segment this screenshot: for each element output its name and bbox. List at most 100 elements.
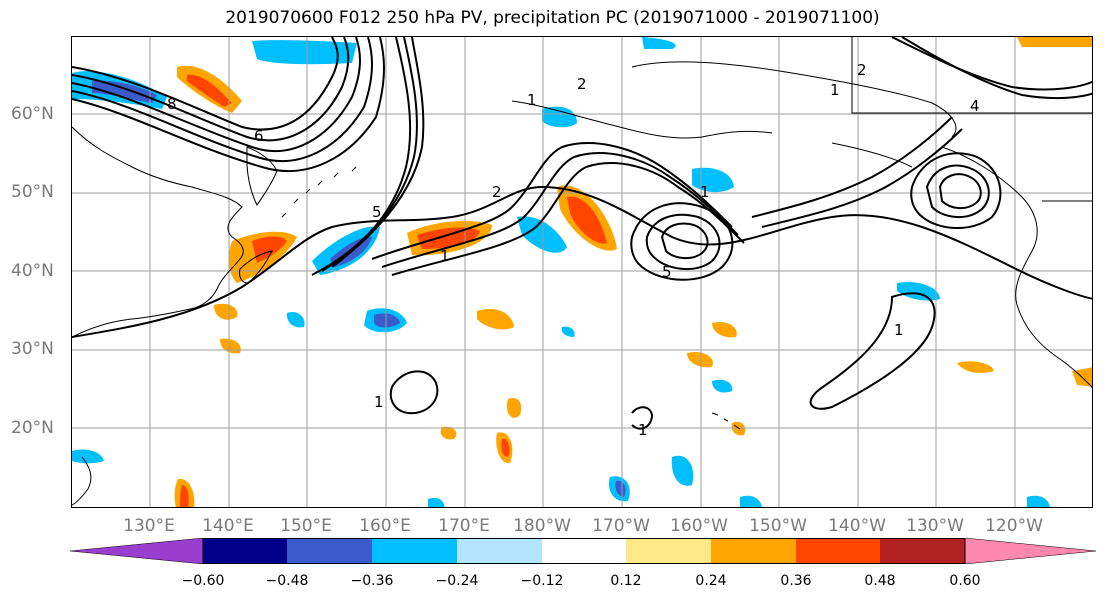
shade-red-s9 xyxy=(501,438,510,457)
shade-navy-nw xyxy=(92,80,157,103)
shade-red-s11 xyxy=(180,485,189,507)
shade-blue-e1 xyxy=(692,167,734,193)
shade-blue-s2 xyxy=(286,311,305,328)
contour-closed-s2 xyxy=(631,406,654,430)
shade-red-jet xyxy=(417,227,480,249)
contour-label: 8 xyxy=(167,95,177,113)
colorbar-segment-1 xyxy=(203,538,287,564)
colorbar-tick-label: 0.60 xyxy=(949,573,981,589)
shade-orange-ne xyxy=(1017,37,1092,47)
contour-cutoff-1 xyxy=(630,202,734,281)
colorbar-segment-7 xyxy=(711,538,796,564)
colorbar-segment-6 xyxy=(626,538,711,564)
shade-blue-mid xyxy=(517,216,567,253)
lon-label-140w: 140°W xyxy=(828,516,886,536)
lat-label-60n: 60°N xyxy=(11,104,54,124)
shade-navy-s5 xyxy=(615,480,626,497)
shade-red-mid xyxy=(567,196,607,244)
contour-label: 4 xyxy=(970,97,980,115)
lon-label-160w: 160°W xyxy=(670,516,728,536)
shade-orange-s12 xyxy=(731,421,746,436)
contour-label: 2 xyxy=(577,75,587,93)
shade-orange-s3 xyxy=(220,338,241,354)
lon-label-160e: 160°E xyxy=(359,516,411,536)
contour-nw-3 xyxy=(72,37,361,152)
contour-label-group: 1 2 6 8 1 2 4 5 1 1 1 2 1 5 1 xyxy=(167,61,980,439)
contour-jet-1 xyxy=(371,142,733,260)
contour-east-2 xyxy=(761,128,963,228)
coast-hawaii xyxy=(711,412,741,430)
colorbar-segment-0 xyxy=(70,538,204,564)
contour-trough-se xyxy=(809,292,936,410)
colorbar-segment-9 xyxy=(880,538,965,564)
colorbar-tick-label: −0.24 xyxy=(435,573,479,589)
shade-red-top xyxy=(187,74,232,107)
lat-label-50n: 50°N xyxy=(11,182,54,202)
shade-blue-s9 xyxy=(428,498,445,507)
shade-blue-top xyxy=(252,40,357,65)
shade-blue-s10 xyxy=(561,326,575,337)
graticule xyxy=(72,37,1092,507)
coast-kurils xyxy=(281,166,357,218)
coast-kamchatka xyxy=(246,146,278,206)
coastlines xyxy=(72,37,1092,506)
contour-cutoff-2 xyxy=(645,213,721,271)
lon-label-150e: 150°E xyxy=(280,516,332,536)
shade-navy-s1 xyxy=(374,313,400,328)
lat-label-30n: 30°N xyxy=(11,339,54,359)
shade-orange-s8 xyxy=(506,397,522,418)
lon-label-130w: 130°W xyxy=(906,516,964,536)
colorbar-tick-label: −0.12 xyxy=(520,573,564,589)
colorbar-segment-3 xyxy=(372,538,457,564)
shade-orange-s4 xyxy=(687,351,713,368)
colorbar-segment-4 xyxy=(457,538,542,564)
contour-big-loop xyxy=(72,185,1092,338)
coast-na xyxy=(941,146,1092,388)
coast-asia xyxy=(72,126,244,338)
lon-label-150w: 150°W xyxy=(749,516,807,536)
contour-ne-top-2 xyxy=(901,37,1092,100)
contour-label: 5 xyxy=(372,203,382,221)
contour-ne-low-2 xyxy=(925,164,990,218)
lon-label-170e: 170°E xyxy=(438,516,490,536)
contour-label: 1 xyxy=(700,183,710,201)
contour-label: 2 xyxy=(492,183,502,201)
colorbar-segment-2 xyxy=(287,538,372,564)
contour-nw-4 xyxy=(72,37,373,162)
coast-japan xyxy=(239,250,273,284)
contour-east-1 xyxy=(751,116,953,218)
figure-title: 2019070600 F012 250 hPa PV, precipitatio… xyxy=(225,8,880,28)
contour-label: 6 xyxy=(254,127,264,145)
coast-aleutians xyxy=(511,100,913,168)
shade-orange-s7 xyxy=(1072,367,1092,387)
shade-orange-s10 xyxy=(440,426,457,440)
shade-blue-s3 xyxy=(712,379,733,393)
colorbar-tick-label: 0.36 xyxy=(780,573,812,589)
contour-nw-2 xyxy=(72,37,350,142)
colorbar-outline xyxy=(202,538,966,564)
lat-label-40n: 40°N xyxy=(11,261,54,281)
lon-label-180w: 180°W xyxy=(513,516,571,536)
contour-label: 1 xyxy=(830,81,840,99)
lon-label-120w: 120°W xyxy=(985,516,1043,536)
contour-label: 1 xyxy=(374,393,384,411)
colorbar-tick-label: −0.36 xyxy=(350,573,394,589)
contour-ne-low-1 xyxy=(910,152,1002,229)
coast-alaska xyxy=(631,61,957,138)
colorbar xyxy=(70,538,1096,564)
colorbar-tick-label: 0.48 xyxy=(864,573,896,589)
colorbar-tick-label: 0.24 xyxy=(695,573,727,589)
colorbar-segment-10 xyxy=(964,538,1096,564)
contour-nw-5 xyxy=(72,37,385,172)
shade-blue-ne xyxy=(897,281,940,301)
contour-cutoff-3 xyxy=(660,222,709,259)
coast-box-ne xyxy=(851,37,1092,114)
contour-jet-2 xyxy=(381,152,739,268)
lon-label-130e: 130°E xyxy=(123,516,175,536)
shade-blue-s4 xyxy=(671,455,694,486)
map-panel: 1 2 6 8 1 2 4 5 1 1 1 2 1 5 1 xyxy=(71,36,1093,508)
colorbar-tick-label: −0.60 xyxy=(181,573,225,589)
lon-label-170w: 170°W xyxy=(592,516,650,536)
colorbar-tick-label: −0.48 xyxy=(265,573,309,589)
shade-orange-s5 xyxy=(712,321,737,338)
